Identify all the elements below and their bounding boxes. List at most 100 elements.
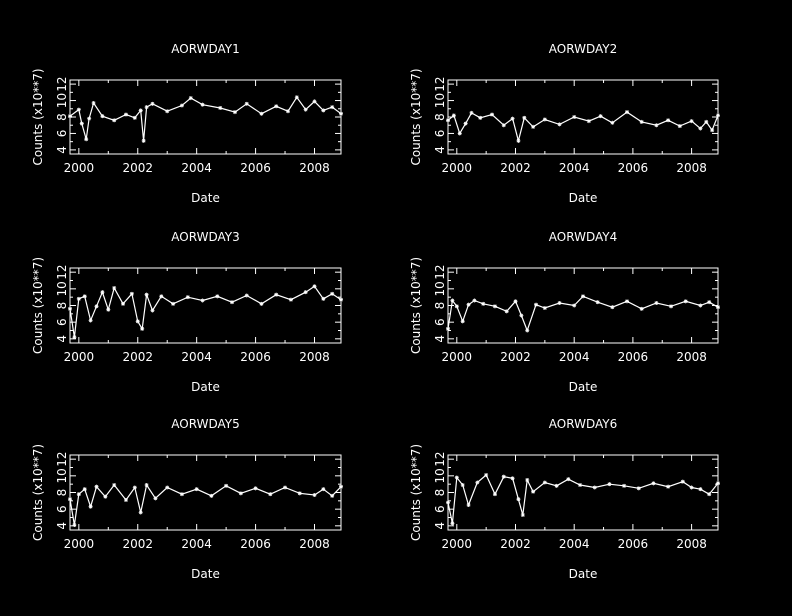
data-point xyxy=(636,486,641,491)
data-point xyxy=(72,523,77,527)
data-point xyxy=(522,115,527,120)
data-point xyxy=(321,296,326,301)
data-point xyxy=(179,103,184,108)
data-point xyxy=(312,284,317,289)
data-point xyxy=(446,118,450,123)
y-tick-label: 10 xyxy=(433,281,447,296)
data-point xyxy=(490,112,495,117)
data-point xyxy=(578,483,583,487)
x-tick-label: 2008 xyxy=(676,350,707,364)
y-tick-label: 6 xyxy=(55,505,69,513)
data-point xyxy=(639,119,644,124)
data-point xyxy=(460,483,465,487)
data-point xyxy=(339,297,343,302)
y-tick-label: 8 xyxy=(55,302,69,310)
data-point xyxy=(581,294,585,299)
data-point xyxy=(510,476,515,481)
series-line xyxy=(447,111,719,144)
data-point xyxy=(689,485,694,490)
y-axis-label: Counts (x10**7) xyxy=(31,257,45,354)
data-point xyxy=(716,305,720,310)
data-point xyxy=(138,108,143,113)
x-tick-label: 2004 xyxy=(181,350,212,364)
data-point xyxy=(312,493,317,497)
y-tick-label: 10 xyxy=(55,281,69,296)
x-axis-label: Date xyxy=(191,380,220,394)
data-point xyxy=(542,480,547,485)
data-point xyxy=(463,121,468,126)
chart-title: AORWDAY6 xyxy=(549,417,617,431)
data-point xyxy=(185,295,190,300)
y-tick-label: 4 xyxy=(433,522,447,530)
data-point xyxy=(598,114,603,119)
y-tick-label: 6 xyxy=(433,505,447,513)
data-point xyxy=(165,109,170,114)
y-tick-label: 8 xyxy=(433,302,447,310)
data-point xyxy=(454,475,459,480)
data-point xyxy=(194,487,199,492)
data-point xyxy=(707,492,712,497)
y-tick-label: 6 xyxy=(55,318,69,326)
x-tick-label: 2006 xyxy=(618,350,649,364)
x-tick-label: 2004 xyxy=(559,350,590,364)
y-tick-label: 8 xyxy=(55,113,69,121)
data-point xyxy=(501,474,506,479)
data-point xyxy=(525,478,530,482)
data-point xyxy=(339,111,343,116)
y-tick-label: 4 xyxy=(55,146,69,154)
data-point xyxy=(472,298,477,303)
data-point xyxy=(654,123,659,128)
x-tick-label: 2008 xyxy=(299,350,330,364)
chart-panel: AORWDAY6 Date Counts (x10**7) 2000 2002 2004 2… xyxy=(409,417,720,581)
data-point xyxy=(144,483,149,487)
y-tick-label: 8 xyxy=(433,489,447,497)
data-point xyxy=(200,102,205,107)
y-tick-label: 12 xyxy=(433,452,447,467)
x-tick-label: 2006 xyxy=(618,537,649,551)
chart-title: AORWDAY1 xyxy=(171,42,239,56)
x-tick-label: 2002 xyxy=(500,537,531,551)
data-point xyxy=(123,498,128,502)
y-tick-label: 12 xyxy=(55,265,69,280)
data-point xyxy=(312,99,317,104)
data-point xyxy=(446,500,450,505)
data-point xyxy=(454,304,459,309)
data-point xyxy=(520,513,525,517)
data-point xyxy=(150,101,155,106)
data-point xyxy=(268,492,273,497)
data-point xyxy=(112,286,117,290)
data-point xyxy=(516,138,521,143)
y-tick-label: 12 xyxy=(55,452,69,467)
y-tick-label: 10 xyxy=(433,93,447,108)
series-line xyxy=(447,295,719,333)
x-tick-label: 2002 xyxy=(122,350,153,364)
x-tick-label: 2008 xyxy=(676,161,707,175)
data-point xyxy=(303,107,308,112)
data-point xyxy=(106,307,111,312)
data-point xyxy=(88,318,93,323)
data-point xyxy=(87,116,92,121)
chart-title: AORWDAY2 xyxy=(549,42,617,56)
x-axis-label: Date xyxy=(191,567,220,581)
data-point xyxy=(94,484,99,489)
data-point xyxy=(450,521,455,526)
data-point xyxy=(91,101,96,106)
x-tick-label: 2000 xyxy=(64,537,95,551)
data-point xyxy=(123,112,128,117)
data-point xyxy=(557,122,562,127)
series-line xyxy=(69,285,342,338)
data-point xyxy=(165,485,170,490)
data-point xyxy=(531,489,536,494)
chart-title: AORWDAY5 xyxy=(171,417,239,431)
data-point xyxy=(680,479,685,484)
data-point xyxy=(144,292,149,297)
data-point xyxy=(698,126,703,131)
series-line xyxy=(69,483,342,526)
y-tick-label: 4 xyxy=(55,335,69,343)
data-point xyxy=(68,497,72,502)
y-axis-label: Counts (x10**7) xyxy=(31,444,45,541)
data-point xyxy=(179,492,184,497)
data-point xyxy=(330,105,335,110)
data-point xyxy=(704,119,709,124)
x-tick-label: 2002 xyxy=(500,350,531,364)
